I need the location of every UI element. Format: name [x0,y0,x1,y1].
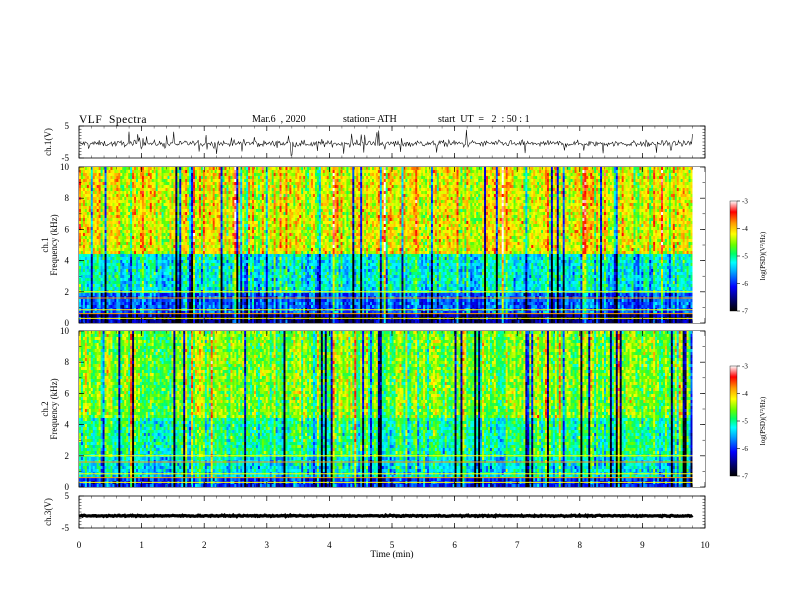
x-tick-label: 4 [327,540,332,550]
ch2-colorbar [729,365,738,477]
x-tick-label: 9 [640,540,645,550]
x-tick-label: 10 [701,540,711,550]
station-label: station= ATH [343,114,397,125]
ch2-spectrogram-ytick-label: 0 [65,482,70,492]
ch2-spectrogram-ytick-label: 6 [65,388,70,398]
ch1-colorbar-ticks: -3 -4 -5 -6 -7 [737,198,748,316]
ch1-spectrogram-ylabel-channel: ch.1 [40,237,50,252]
ch2-spectrogram-colorbar-tick-label: -6 [742,445,748,453]
ch2-spectrogram-colorbar-tick-label: -5 [742,418,748,426]
figure-title: VLF Spectra [79,114,147,126]
ch1-spectrogram-ytick-label: 0 [65,318,70,328]
ch2-spectrogram-ylabel-frequency: Frequency (kHz) [49,378,59,439]
ch1-spectrogram-ytick-label: 6 [65,224,70,234]
ch1-waveform-ytick-label: 5 [65,121,70,131]
ch2-colorbar-ticks: -3 -4 -5 -6 -7 [737,363,748,481]
ch1-waveform-ylabel: ch.1(V) [43,128,53,156]
ch1-colorbar [729,200,738,312]
ch1-spectrogram-colorbar-tick-label: -6 [742,280,748,288]
x-axis-label: Time (min) [370,549,413,560]
ch1-spectrogram-colorbar-tick-label: -5 [742,253,748,261]
ch3-waveform-line [78,512,694,519]
ch1-spectrogram-colorbar-tick-label: -3 [742,198,748,206]
ch3-waveform-ylabel: ch.3(V) [43,498,53,526]
ch2-spectrogram-ytick-label: 2 [65,451,70,461]
ch3-waveform-ytick-label: 5 [65,491,70,501]
ch1-waveform-line [78,129,693,156]
ch2-spectrogram-ytick-label: 10 [60,326,70,336]
ch2-spectrogram-ylabel-channel: ch.2 [40,401,50,416]
x-tick-label: 8 [578,540,583,550]
ch1-spectrogram-ytick-label: 4 [65,256,70,266]
ch3-waveform-ytick-label: -5 [62,523,70,533]
ch2-spectrogram-colorbar-tick-label: -4 [742,390,748,398]
ch2-spectrogram-ytick-label: 4 [65,420,70,430]
x-tick-label: 0 [77,540,82,550]
x-tick-label: 7 [515,540,520,550]
ch1-spectrogram-colorbar-tick-label: -7 [742,308,748,316]
ch1-waveform-trace [78,129,693,156]
x-tick-label: 1 [139,540,144,550]
date-label: Mar.6 , 2020 [252,114,306,125]
ch2-spectrogram-ytick-label: 8 [65,357,70,367]
start-time-label: start UT = 2 : 50 : 1 [438,114,530,125]
ch2-spectrogram-image [79,331,705,487]
ch1-spectrogram-colorbar-tick-label: -4 [742,225,748,233]
x-tick-label: 6 [452,540,457,550]
ch2-colorbar-label: log(PSD)(V²/Hz) [759,396,767,445]
x-tick-label: 5 [390,540,395,550]
ch1-spectrogram-ylabel-frequency: Frequency (kHz) [49,214,59,275]
ch1-spectrogram-image [79,167,705,323]
ch2-spectrogram-colorbar-tick-label: -3 [742,363,748,371]
ch1-spectrogram-ytick-label: 10 [60,162,70,172]
ch3-waveform-trace [78,512,694,519]
ch1-spectrogram-ytick-label: 8 [65,193,70,203]
ch1-waveform-ytick-label: -5 [62,153,70,163]
ch1-colorbar-label: log(PSD)(V²/Hz) [759,231,767,280]
x-tick-label: 3 [265,540,270,550]
ch1-spectrogram-ytick-label: 2 [65,287,70,297]
x-tick-label: 2 [202,540,207,550]
ch2-spectrogram-colorbar-tick-label: -7 [742,473,748,481]
